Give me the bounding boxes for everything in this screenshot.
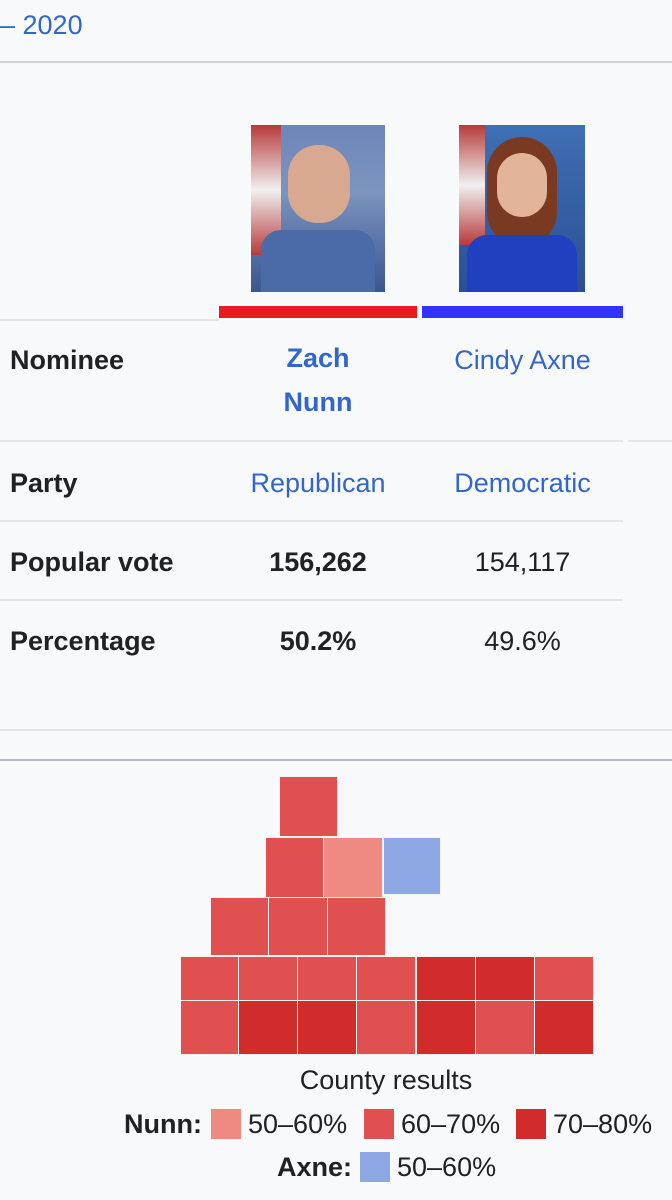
party[interactable]: Republican — [250, 468, 386, 498]
county — [356, 1000, 416, 1055]
county — [383, 837, 441, 895]
county — [416, 956, 476, 1001]
row-label: Party — [10, 468, 78, 498]
legend-swatch — [211, 1109, 241, 1139]
county — [475, 1000, 535, 1055]
county — [180, 1000, 239, 1055]
county — [279, 776, 338, 837]
party-color-bar — [219, 306, 417, 318]
county — [356, 956, 416, 1001]
percentage: 49.6% — [484, 626, 561, 656]
nominee-name[interactable]: Cindy Axne — [454, 345, 591, 375]
legend-label: 50–60% — [248, 1109, 348, 1139]
divider — [0, 520, 623, 522]
county — [534, 1000, 594, 1055]
county — [534, 956, 594, 1001]
nominee-name[interactable]: Zach Nunn — [283, 343, 353, 417]
legend-label: 60–70% — [401, 1109, 501, 1139]
county — [475, 956, 535, 1001]
header-link[interactable]: – 2020 — [0, 10, 83, 40]
county — [238, 1000, 298, 1055]
county — [180, 956, 239, 1001]
legend-name: Axne: — [276, 1152, 352, 1182]
county — [297, 1000, 357, 1055]
county — [297, 956, 357, 1001]
map-caption: County results — [299, 1065, 473, 1095]
party[interactable]: Democratic — [454, 468, 591, 498]
divider — [0, 729, 672, 731]
divider — [628, 440, 672, 442]
county — [327, 897, 386, 956]
legend-label: 70–80% — [553, 1109, 653, 1139]
county — [238, 956, 298, 1001]
county — [210, 897, 269, 956]
county — [265, 837, 324, 898]
party-color-bar — [422, 306, 623, 318]
county — [416, 1000, 476, 1055]
popular-vote: 154,117 — [474, 547, 571, 577]
candidate-photo[interactable] — [459, 125, 585, 292]
county — [323, 837, 383, 898]
legend-swatch — [360, 1152, 390, 1182]
popular-vote: 156,262 — [269, 547, 367, 577]
legend-swatch — [364, 1109, 394, 1139]
legend-label: 50–60% — [397, 1152, 497, 1182]
legend-swatch — [516, 1109, 546, 1139]
divider — [0, 599, 623, 601]
divider — [0, 61, 672, 63]
candidate-photo[interactable] — [251, 125, 385, 292]
percentage: 50.2% — [279, 626, 357, 656]
divider — [0, 440, 623, 442]
row-label: Popular vote — [10, 547, 174, 577]
row-label: Percentage — [10, 626, 156, 656]
legend-name: Nunn: — [124, 1109, 202, 1139]
divider — [0, 759, 672, 761]
divider — [0, 319, 219, 321]
row-label: Nominee — [10, 345, 125, 375]
county — [268, 897, 328, 956]
